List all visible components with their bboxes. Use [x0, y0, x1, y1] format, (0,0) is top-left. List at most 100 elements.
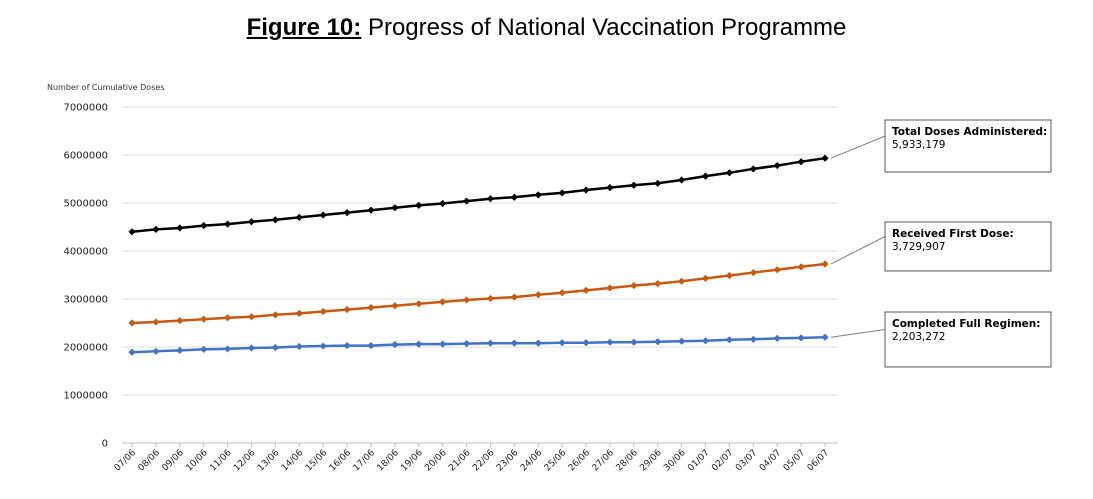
data-point-marker: [606, 284, 614, 292]
callout-leader-line: [830, 329, 886, 338]
data-point-marker: [486, 195, 495, 203]
data-point-marker: [486, 339, 495, 347]
x-tick-label: 03/07: [734, 448, 759, 473]
callout-completed-full-regimen: Completed Full Regimen:2,203,272: [830, 311, 1052, 368]
data-point-marker: [391, 341, 399, 349]
data-point-marker: [510, 339, 518, 347]
data-point-marker: [749, 335, 757, 343]
data-point-marker: [343, 209, 351, 217]
x-tick-label: 13/06: [256, 448, 282, 474]
x-tick-label: 18/06: [376, 448, 402, 474]
data-point-marker: [128, 319, 136, 327]
data-point-marker: [582, 339, 590, 347]
x-tick-label: 06/07: [806, 448, 831, 473]
x-tick-label: 10/06: [184, 448, 210, 474]
data-point-marker: [295, 309, 303, 317]
data-point-marker: [606, 338, 614, 346]
y-axis-label: Number of Cumulative Doses: [47, 83, 164, 92]
data-point-marker: [582, 286, 590, 294]
x-tick-label: 29/06: [638, 448, 664, 474]
y-tick-label: 3000000: [63, 295, 108, 306]
data-point-marker: [223, 220, 232, 228]
data-point-marker: [534, 339, 542, 347]
series-line: [131, 335, 826, 354]
data-point-marker: [701, 274, 710, 282]
data-point-marker: [534, 291, 542, 299]
data-point-marker: [343, 341, 351, 350]
callout-value: 3,729,907: [892, 241, 945, 253]
x-tick-label: 07/06: [113, 448, 139, 474]
data-point-marker: [247, 218, 256, 226]
y-tick-label: 4000000: [63, 247, 108, 258]
figure-title-text: Progress of National Vaccination Program…: [367, 14, 847, 41]
y-tick-label: 5000000: [63, 199, 108, 210]
data-point-marker: [558, 189, 566, 197]
data-point-marker: [749, 269, 757, 277]
data-point-marker: [343, 305, 351, 314]
data-point-marker: [415, 340, 423, 348]
data-point-marker: [797, 158, 805, 166]
callout-box: [884, 221, 1052, 272]
data-point-marker: [773, 266, 781, 274]
x-tick-label: 16/06: [328, 448, 354, 474]
callout-group: Total Doses Administered:5,933,179 Receiv…: [830, 119, 1052, 368]
data-point-marker: [391, 302, 399, 310]
callout-box: [884, 311, 1052, 368]
data-point-marker: [295, 213, 303, 221]
series-completed-full-regimen: [128, 333, 829, 356]
x-tick-label: 28/06: [615, 448, 641, 474]
data-point-marker: [773, 161, 781, 170]
data-point-marker: [821, 260, 829, 268]
data-point-marker: [152, 225, 160, 233]
data-point-marker: [367, 341, 375, 350]
y-tick-label: 7000000: [63, 103, 108, 114]
data-point-marker: [654, 338, 662, 346]
x-tick-label: 04/07: [758, 448, 783, 473]
data-point-marker: [200, 315, 208, 323]
x-tick-label: 08/06: [137, 448, 163, 474]
data-point-marker: [271, 216, 279, 224]
x-tick-label: 27/06: [591, 448, 617, 474]
x-tick-label: 02/07: [710, 448, 735, 473]
data-point-marker: [319, 211, 327, 219]
y-axis-ticks: 0 1000000 2000000 3000000 4000000 5000000 6000…: [63, 103, 108, 450]
data-point-marker: [630, 281, 638, 290]
x-tick-label: 26/06: [567, 448, 593, 474]
data-point-marker: [725, 336, 734, 344]
x-tick-label: 05/07: [782, 448, 807, 473]
callout-box: [884, 119, 1052, 173]
series-received-first-dose: [128, 260, 829, 327]
figure-number: Figure 10:: [246, 14, 362, 41]
data-point-marker: [725, 271, 734, 280]
data-point-marker: [582, 186, 590, 194]
data-point-marker: [678, 337, 686, 345]
data-point-marker: [534, 191, 542, 199]
x-tick-label: 09/06: [161, 448, 187, 474]
data-point-marker: [654, 280, 662, 288]
data-point-marker: [247, 313, 256, 321]
x-tick-label: 14/06: [280, 448, 306, 474]
callout-value: 5,933,179: [892, 139, 945, 151]
data-point-marker: [606, 184, 614, 192]
callout-title: Completed Full Regimen:: [892, 318, 1040, 330]
data-point-marker: [271, 311, 279, 319]
x-tick-label: 01/07: [686, 448, 711, 473]
data-point-marker: [630, 181, 638, 189]
x-tick-label: 24/06: [519, 448, 545, 474]
x-tick-label: 25/06: [543, 448, 569, 474]
data-point-marker: [295, 342, 303, 351]
data-point-marker: [247, 344, 256, 352]
data-point-marker: [439, 340, 447, 348]
data-point-marker: [152, 318, 160, 326]
data-point-marker: [701, 172, 710, 180]
data-point-marker: [391, 204, 399, 212]
callout-title: Received First Dose:: [892, 228, 1014, 240]
x-tick-label: 15/06: [304, 448, 330, 474]
data-point-marker: [821, 154, 829, 162]
figure-title: Figure 10: Progress of National Vaccinat…: [0, 14, 1093, 42]
data-point-marker: [176, 317, 184, 325]
x-tick-label: 21/06: [447, 448, 473, 474]
series-total-doses-administered: [128, 154, 829, 236]
data-point-marker: [439, 298, 447, 306]
